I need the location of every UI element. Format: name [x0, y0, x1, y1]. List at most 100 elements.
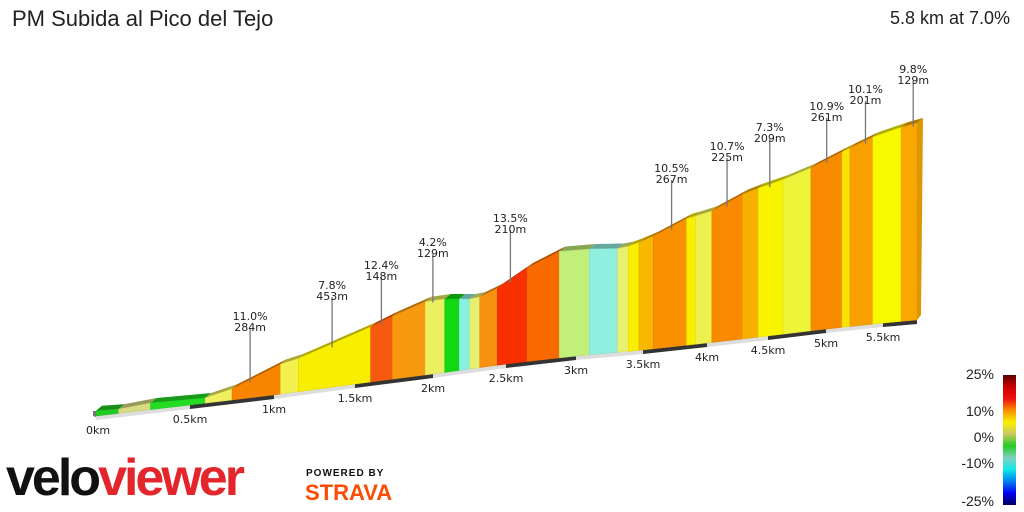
- x-tick-label: 0km: [86, 424, 110, 437]
- gradient-segment: [617, 246, 629, 353]
- climb-length-label: 129m: [897, 74, 929, 87]
- climb-grade-label: 10.1%: [848, 83, 883, 96]
- climb-length-label: 453m: [316, 290, 348, 303]
- climb-length-label: 267m: [656, 173, 688, 186]
- gradient-segment: [444, 298, 460, 373]
- gradient-segment-top: [370, 311, 399, 328]
- gradient-segment-top: [232, 359, 287, 389]
- distance-scale-band: [883, 320, 917, 327]
- gradient-segment-top: [118, 397, 157, 410]
- gradient-segment: [695, 210, 713, 345]
- powered-by-label: POWERED BY: [306, 468, 385, 479]
- gradient-segment-top: [783, 162, 817, 180]
- x-tick-label: 3.5km: [626, 358, 661, 371]
- distance-scale-band: [506, 356, 576, 368]
- gradient-segment-top: [872, 122, 908, 138]
- gradient-segment-top: [810, 146, 848, 168]
- gradient-segment: [782, 167, 812, 335]
- legend-label-minus10: -10%: [961, 455, 994, 471]
- x-tick-label: 1km: [262, 403, 286, 416]
- segment-title: PM Subida al Pico del Tejo: [12, 6, 274, 31]
- climb-grade-label: 7.8%: [318, 279, 346, 292]
- gradient-segment: [231, 363, 281, 401]
- climb-length-label: 201m: [850, 94, 882, 107]
- climb-grade-label: 4.2%: [419, 236, 447, 249]
- gradient-segment-top: [527, 246, 566, 268]
- gradient-segment: [810, 151, 843, 332]
- x-tick-label: 4km: [695, 351, 719, 364]
- gradient-segment: [900, 122, 918, 322]
- climb-grade-label: 7.3%: [756, 121, 784, 134]
- legend-label-minus25: -25%: [961, 493, 994, 509]
- gradient-segment-top: [686, 211, 702, 219]
- gradient-segment: [872, 126, 902, 325]
- distance-scale-band: [355, 374, 433, 388]
- x-tick-label: 5km: [814, 337, 838, 350]
- gradient-segment: [841, 147, 851, 328]
- gradient-segment-top: [638, 231, 660, 243]
- climb-length-label: 225m: [711, 151, 743, 164]
- distance-scale-band: [643, 343, 707, 354]
- gradient-segment: [757, 179, 784, 338]
- distance-scale-band: [768, 329, 826, 340]
- gradient-segment-top: [298, 322, 377, 359]
- climb-grade-label: 11.0%: [233, 310, 268, 323]
- gradient-segment: [479, 287, 498, 368]
- distance-scale-band: [707, 336, 768, 347]
- distance-scale-band: [96, 405, 190, 420]
- gradient-segment-top: [459, 294, 476, 299]
- profile-start-face: [93, 411, 96, 417]
- gradient-segment-top: [444, 294, 466, 300]
- climb-grade-label: 12.4%: [364, 259, 399, 272]
- gradient-segment: [459, 298, 470, 371]
- gradient-segment: [638, 235, 654, 351]
- gradient-segment: [469, 296, 480, 370]
- segment-summary: 5.8 km at 7.0%: [889, 8, 1010, 28]
- strava-logo[interactable]: STRAVA: [305, 480, 393, 505]
- gradient-segment-top: [628, 237, 645, 247]
- legend-label-10: 10%: [965, 403, 994, 419]
- gradient-segment: [424, 298, 445, 376]
- gradient-segment: [496, 267, 528, 366]
- gradient-segment: [589, 248, 618, 356]
- gradient-segment-top: [901, 118, 923, 128]
- gradient-segment-top: [742, 183, 765, 195]
- gradient-segment-top: [150, 392, 212, 403]
- gradient-segment: [370, 315, 393, 383]
- gradient-segment-top: [695, 205, 718, 217]
- gradient-segment: [652, 218, 687, 350]
- x-tick-label: 2km: [421, 382, 445, 395]
- gradient-segment-top: [392, 296, 432, 317]
- climb-grade-label: 10.7%: [710, 140, 745, 153]
- climb-length-label: 284m: [234, 321, 266, 334]
- gradient-segment: [298, 326, 371, 392]
- gradient-segment-top: [425, 294, 451, 302]
- gradient-segment: [849, 136, 873, 327]
- gradient-segment-top: [589, 243, 624, 249]
- gradient-segment: [628, 242, 640, 352]
- distance-scale-band: [826, 323, 883, 333]
- legend-label-25: 25%: [965, 366, 994, 382]
- x-tick-label: 3km: [564, 364, 588, 377]
- climb-grade-label: 13.5%: [493, 212, 528, 225]
- climb-length-label: 261m: [811, 111, 843, 124]
- gradient-color-legend: [1003, 375, 1016, 505]
- climb-length-label: 210m: [495, 223, 527, 236]
- gradient-segment-top: [469, 292, 486, 299]
- gradient-segment-top: [653, 213, 693, 237]
- gradient-segment-top: [280, 353, 305, 365]
- gradient-segment: [711, 194, 743, 343]
- gradient-segment-top: [559, 244, 596, 252]
- gradient-segment: [742, 187, 759, 340]
- climb-grade-label: 9.8%: [899, 63, 927, 76]
- gradient-segment-top: [479, 283, 504, 298]
- x-tick-label: 1.5km: [338, 392, 373, 405]
- x-tick-label: 4.5km: [751, 344, 786, 357]
- distance-scale-band: [274, 384, 355, 399]
- gradient-segment: [558, 248, 590, 359]
- climb-length-label: 209m: [754, 132, 786, 145]
- x-tick-label: 0.5km: [173, 413, 208, 426]
- gradient-segment-top: [205, 383, 238, 398]
- veloviewer-logo[interactable]: veloviewer: [6, 449, 245, 507]
